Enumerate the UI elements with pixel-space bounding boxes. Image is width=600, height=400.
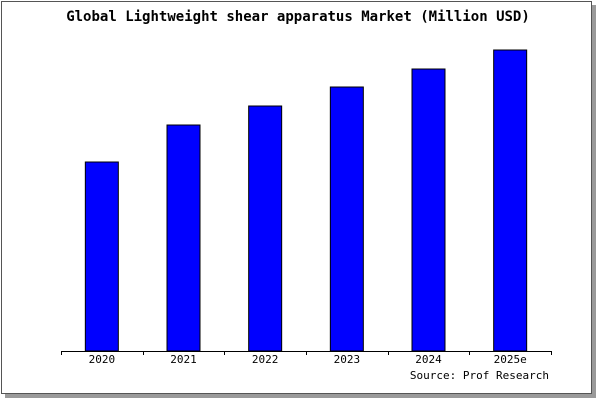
x-tick-label: 2024 [415,353,442,366]
bar [166,124,201,352]
x-tick-label: 2022 [252,353,279,366]
x-tick-label: 2023 [334,353,361,366]
chart-title: Global Lightweight shear apparatus Marke… [66,9,530,25]
bar [248,105,283,352]
x-tick-label: 2021 [170,353,197,366]
bar [493,49,528,352]
bar [329,86,364,352]
x-tick-label: 2020 [89,353,116,366]
x-tick-label: 2025e [494,353,527,366]
bar [411,68,446,352]
bar [84,161,119,352]
source-note: Source: Prof Research [410,369,549,382]
